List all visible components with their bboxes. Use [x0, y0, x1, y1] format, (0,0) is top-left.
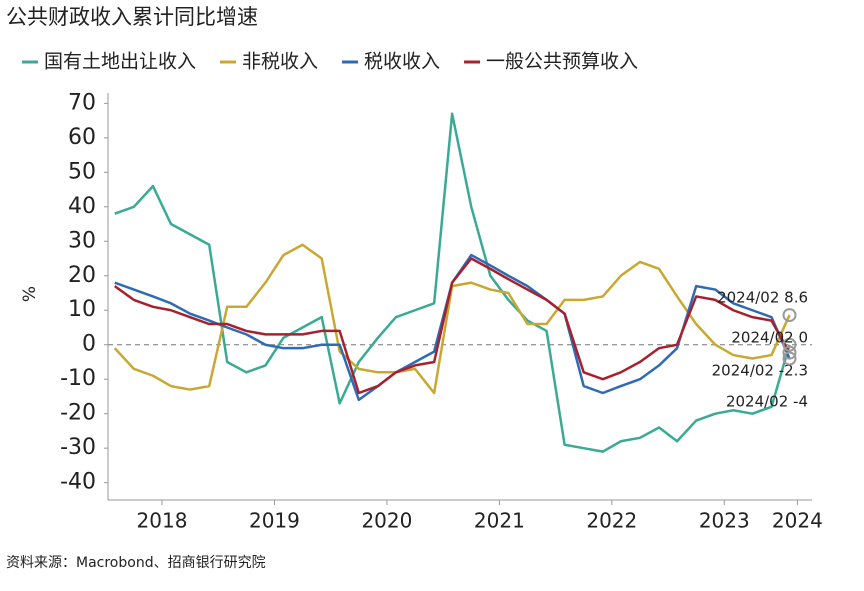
y-tick-label: -40: [60, 470, 96, 495]
y-tick-label: 40: [68, 194, 96, 219]
x-tick-label: 2020: [361, 509, 412, 533]
y-tick-label: 0: [82, 332, 96, 357]
x-tick-label: 2023: [699, 509, 750, 533]
annotation: 2024/02 -2.3: [712, 362, 808, 380]
legend-label: 国有土地出让收入: [44, 51, 196, 73]
series-line: [114, 112, 791, 453]
series-line: [114, 253, 791, 402]
end-marker: [782, 345, 797, 360]
annotation: 2024/02 -4: [726, 393, 808, 411]
y-tick-label: 20: [68, 263, 96, 288]
chart-title: 公共财政收入累计同比增速: [6, 5, 258, 29]
x-tick-label: 2019: [249, 509, 300, 533]
x-tick-label: 2021: [474, 509, 525, 533]
y-tick-label: 50: [68, 159, 96, 184]
source-note: 资料来源：Macrobond、招商银行研究院: [6, 555, 266, 571]
legend-label: 非税收入: [242, 51, 318, 73]
annotation: 2024/02 8.6: [717, 289, 808, 307]
legend-label: 税收收入: [364, 51, 440, 73]
end-marker: [782, 308, 797, 323]
y-tick-label: -10: [60, 366, 96, 391]
series-line: [114, 257, 791, 395]
legend-label: 一般公共预算收入: [486, 51, 638, 73]
x-tick-label: 2024: [772, 509, 823, 533]
y-tick-label: -20: [60, 401, 96, 426]
y-tick-label: 30: [68, 228, 96, 253]
x-tick-label: 2022: [586, 509, 637, 533]
x-tick-label: 2018: [137, 509, 188, 533]
end-marker: [782, 351, 797, 366]
annotation: 2024/02 0: [731, 329, 808, 347]
y-tick-label: -30: [60, 435, 96, 460]
y-tick-label: 70: [68, 90, 96, 115]
end-marker: [782, 337, 797, 352]
y-tick-label: 10: [68, 297, 96, 322]
y-tick-label: 60: [68, 125, 96, 150]
y-axis-label: %: [20, 286, 40, 302]
